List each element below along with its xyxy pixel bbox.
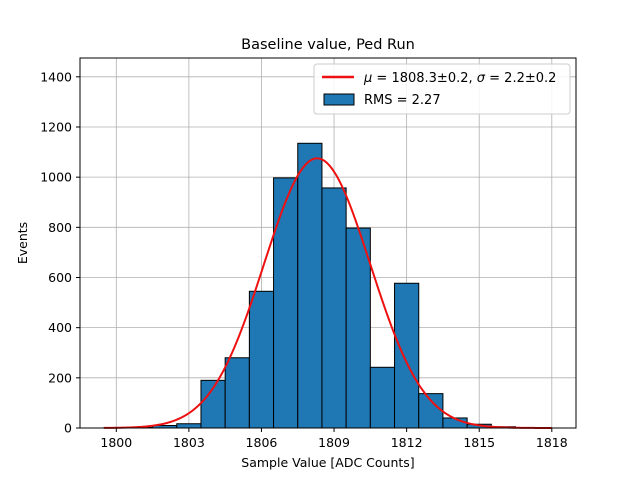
x-axis-label: Sample Value [ADC Counts] (241, 455, 414, 470)
y-axis-ticks: 0 200 400 600 800 1000 1200 1400 (40, 69, 80, 436)
histogram-bar (321, 187, 347, 429)
histogram-bar (248, 290, 275, 429)
histogram-bar (224, 357, 250, 429)
y-axis-label: Events (15, 222, 30, 264)
gaussian-fit-curve (104, 157, 552, 429)
histogram-bar (297, 142, 323, 429)
legend-mu-value: = 1808.3±0.2, (372, 71, 476, 86)
x-tick-label: 1809 (318, 435, 350, 450)
legend-mu-symbol: μ (363, 71, 372, 86)
histogram-bar (418, 393, 444, 429)
legend: μ = 1808.3±0.2, σ = 2.2±0.2 RMS = 2.27 (313, 63, 571, 115)
histogram-bar (394, 282, 420, 429)
x-tick-label: 1812 (391, 435, 423, 450)
y-tick-label: 0 (64, 421, 72, 436)
legend-sigma-value: = 2.2±0.2 (485, 71, 556, 86)
legend-fit-label: μ = 1808.3±0.2, σ = 2.2±0.2 (363, 71, 556, 86)
x-tick-label: 1815 (463, 435, 495, 450)
histogram-bar (369, 366, 396, 429)
plot-frame (79, 57, 577, 429)
x-tick-label: 1806 (246, 435, 278, 450)
x-tick-label: 1803 (173, 435, 205, 450)
y-tick-label: 400 (48, 320, 72, 335)
x-tick-label: 1800 (100, 435, 132, 450)
y-tick-label: 1000 (40, 170, 72, 185)
legend-sigma-symbol: σ (477, 71, 486, 86)
y-tick-label: 1400 (40, 69, 72, 84)
x-tick-label: 1818 (536, 435, 568, 450)
y-tick-label: 1200 (40, 119, 72, 134)
histogram-bar (273, 177, 299, 429)
histogram-bar (176, 423, 202, 429)
legend-rms-label: RMS = 2.27 (364, 93, 441, 108)
y-tick-label: 600 (48, 270, 72, 285)
chart-title: Baseline value, Ped Run (241, 37, 415, 53)
legend-histogram-swatch (323, 93, 355, 106)
y-tick-label: 800 (48, 220, 72, 235)
y-tick-label: 200 (48, 370, 72, 385)
legend-box (313, 63, 571, 115)
histogram-bar (345, 227, 371, 429)
x-axis-ticks: 1800 1803 1806 1809 1812 1815 1818 (100, 428, 568, 450)
